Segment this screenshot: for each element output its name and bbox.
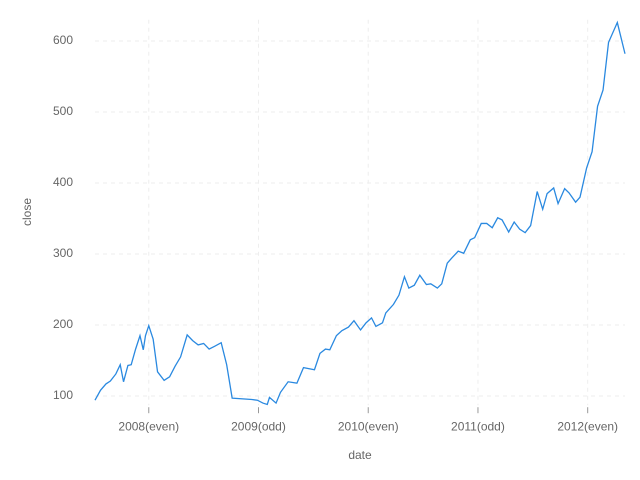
y-tick-label: 500 bbox=[53, 104, 73, 118]
x-tick-label: 2011(odd) bbox=[451, 419, 505, 433]
x-axis-title: date bbox=[348, 448, 372, 462]
y-tick-label: 200 bbox=[53, 317, 73, 331]
x-tick-label: 2010(even) bbox=[338, 419, 399, 433]
y-tick-label: 300 bbox=[53, 246, 73, 260]
y-tick-label: 600 bbox=[53, 33, 73, 47]
y-tick-label: 100 bbox=[53, 388, 73, 402]
y-tick-label: 400 bbox=[53, 175, 73, 189]
y-axis-title: close bbox=[20, 198, 34, 226]
line bbox=[94, 20, 626, 406]
x-tick-label: 2009(odd) bbox=[231, 419, 286, 433]
x-tick-label: 2012(even) bbox=[557, 419, 618, 433]
x-tick-label: 2008(even) bbox=[118, 419, 179, 433]
